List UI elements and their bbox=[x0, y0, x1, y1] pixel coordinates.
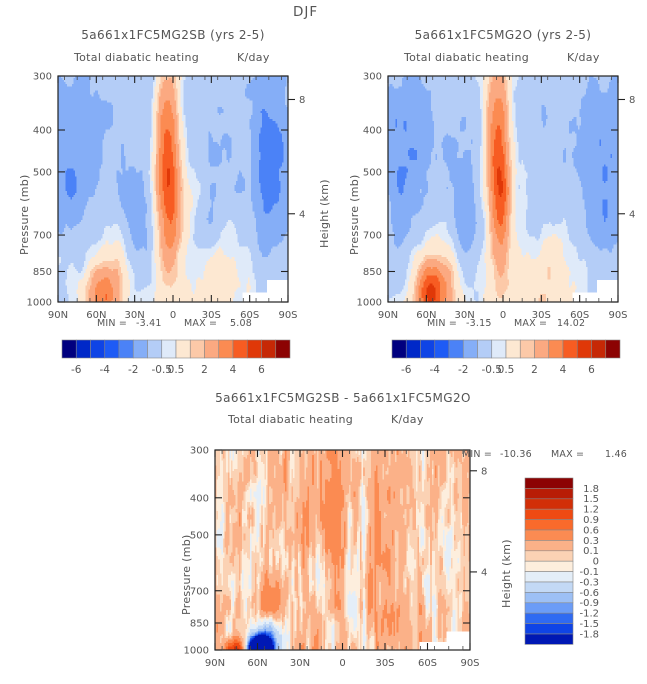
right-panel-min-label: MIN = bbox=[427, 318, 457, 329]
right-panel-max-value: 14.02 bbox=[557, 318, 585, 329]
right-panel-plot: 300 400 500 700 850 1000 8 4 90N 60N 30N 0 30S 60S 90S bbox=[330, 0, 647, 330]
left-panel-max-value: 5.08 bbox=[230, 318, 252, 329]
diff-panel-units-label: K/day bbox=[391, 413, 424, 426]
diff-panel-colorbar: 1.8 1.5 1.2 0.9 0.6 0.3 0.1 0 -0.1 -0.3 -0.6 -0.9 -1… bbox=[520, 470, 647, 650]
left-panel-max-label: MAX = bbox=[184, 318, 217, 329]
figure-main-title: DJF bbox=[293, 4, 318, 20]
diff-panel-min-value: -10.36 bbox=[500, 449, 532, 460]
diff-panel-max-label: MAX = bbox=[551, 449, 584, 460]
right-panel-min-value: -3.15 bbox=[466, 318, 492, 329]
left-panel-plot: 300 400 500 700 850 1000 8 4 90N 60N 30N 0 30S 60S 90S bbox=[0, 0, 340, 330]
right-panel-variable-label: Total diabatic heating bbox=[404, 51, 529, 64]
diff-panel-min-label: MIN = bbox=[462, 449, 492, 460]
left-panel-colorbar: -6 -4 -2 -0.5 0.5 2 4 6 bbox=[0, 336, 340, 384]
left-panel-title: 5a661x1FC5MG2SB (yrs 2-5) bbox=[28, 28, 318, 42]
diff-panel-variable-label: Total diabatic heating bbox=[228, 413, 353, 426]
right-panel-colorbar: -6 -4 -2 -0.5 0.5 2 4 6 bbox=[330, 336, 647, 384]
left-panel-units-label: K/day bbox=[237, 51, 270, 64]
right-panel-max-label: MAX = bbox=[514, 318, 547, 329]
left-panel-variable-label: Total diabatic heating bbox=[74, 51, 199, 64]
diff-panel-max-value: 1.46 bbox=[605, 449, 627, 460]
diff-panel-title: 5a661x1FC5MG2SB - 5a661x1FC5MG2O bbox=[168, 391, 518, 405]
left-panel-min-label: MIN = bbox=[97, 318, 127, 329]
diff-panel-plot: 300 400 500 700 850 1000 8 4 90N 60N 30N 0 30S 60S 90S bbox=[160, 420, 520, 684]
right-panel-units-label: K/day bbox=[567, 51, 600, 64]
right-panel-title: 5a661x1FC5MG2O (yrs 2-5) bbox=[358, 28, 647, 42]
left-panel-min-value: -3.41 bbox=[136, 318, 162, 329]
